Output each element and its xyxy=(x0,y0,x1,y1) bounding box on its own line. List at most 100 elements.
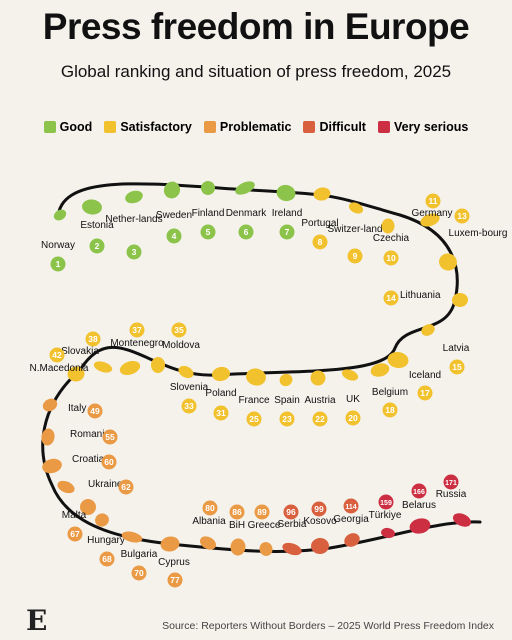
rank-number-serbia: 96 xyxy=(286,507,296,517)
rank-badge-uk xyxy=(345,410,361,426)
country-label-belarus: Belarus xyxy=(402,500,436,511)
rank-badge-nether-lands xyxy=(126,244,142,260)
rank-badge-estonia xyxy=(89,238,105,254)
rank-number-albania: 80 xyxy=(205,503,215,513)
country-shape-cyprus xyxy=(160,536,180,552)
country-label-france: France xyxy=(238,395,270,406)
country-shape-finland xyxy=(201,181,215,195)
country-shape-hungary xyxy=(95,513,109,527)
country-label-poland: Poland xyxy=(205,388,236,399)
country-shape-austria xyxy=(310,370,326,386)
rank-badge-slovenia xyxy=(181,398,197,414)
rank-number-poland: 31 xyxy=(216,408,226,418)
country-label-russia: Russia xyxy=(436,489,467,500)
rank-number-belarus: 166 xyxy=(413,489,425,496)
country-shape-iceland xyxy=(387,351,409,369)
country-label-t-rkiye: Türkiye xyxy=(369,510,402,521)
rank-number-austria: 22 xyxy=(315,414,325,424)
rank-badge-bih xyxy=(229,504,245,520)
country-label-belgium: Belgium xyxy=(372,387,408,398)
rank-badge-montenegro xyxy=(129,322,145,338)
country-label-estonia: Estonia xyxy=(80,220,114,231)
rank-number-russia: 171 xyxy=(445,480,457,487)
country-label-finland: Finland xyxy=(192,208,225,219)
rank-badge-norway xyxy=(50,256,66,272)
rank-number-sweden: 4 xyxy=(172,231,177,241)
country-label-ireland: Ireland xyxy=(272,208,303,219)
rank-badge-albania xyxy=(202,500,218,516)
country-shape-t-rkiye xyxy=(381,527,395,539)
rank-number-germany: 11 xyxy=(429,196,438,206)
rank-number-hungary: 68 xyxy=(102,554,112,564)
country-label-norway: Norway xyxy=(41,240,75,251)
country-shape-spain xyxy=(279,373,293,387)
country-label-greece: Greece xyxy=(248,520,281,531)
rank-badge-n-macedonia xyxy=(49,347,65,363)
rank-badge-ukraine xyxy=(118,479,134,495)
rank-badge-italy xyxy=(87,403,103,419)
rank-badge-belgium xyxy=(382,402,398,418)
legend-swatch-satisfactory xyxy=(104,121,117,133)
rank-badge-slovakia xyxy=(85,331,101,347)
rank-number-latvia: 15 xyxy=(452,362,462,372)
rank-number-luxem-bourg: 13 xyxy=(457,211,467,221)
rank-number-france: 25 xyxy=(249,414,259,424)
country-label-malta: Malta xyxy=(62,510,87,521)
legend: Good Satisfactory Problematic Difficult … xyxy=(0,120,512,134)
country-shape-romania xyxy=(41,428,55,446)
country-shape-belgium xyxy=(370,363,390,377)
country-shape-croatia xyxy=(42,458,62,474)
country-shape-switzer-land xyxy=(348,202,364,214)
country-label-latvia: Latvia xyxy=(443,343,470,354)
rank-badge-czechia xyxy=(383,250,399,266)
country-label-nether-lands: Nether-lands xyxy=(105,214,162,225)
country-label-lithuania: Lithuania xyxy=(400,290,441,301)
rank-number-italy: 49 xyxy=(90,406,100,416)
publisher-logo: E xyxy=(26,604,48,637)
rank-badge-georgia xyxy=(343,498,359,514)
rank-number-georgia: 114 xyxy=(345,504,356,511)
country-label-kosovo: Kosovo xyxy=(303,516,337,527)
rank-number-malta: 67 xyxy=(70,529,80,539)
rank-badge-germany xyxy=(425,193,441,209)
chart-title: Press freedom in Europe xyxy=(42,6,470,47)
rank-number-cyprus: 77 xyxy=(170,575,180,585)
country-shape-france xyxy=(246,368,266,386)
country-shape-ireland xyxy=(276,184,296,202)
country-shape-malta xyxy=(80,499,96,515)
source-note: Source: Reporters Without Borders – 2025… xyxy=(162,620,494,632)
country-shape-moldova xyxy=(150,357,166,373)
country-shape-russia xyxy=(452,513,472,527)
country-label-luxem-bourg: Luxem-bourg xyxy=(449,228,508,239)
rank-number-kosovo: 99 xyxy=(314,504,324,514)
country-shape-bih xyxy=(230,538,246,556)
country-label-romania: Romania xyxy=(70,429,110,440)
country-shape-denmark xyxy=(235,181,255,195)
legend-item-satisfactory: Satisfactory xyxy=(104,120,192,134)
country-label-slovakia: Slovakia xyxy=(61,346,99,357)
country-shape-estonia xyxy=(82,199,102,215)
legend-label-good: Good xyxy=(59,120,93,134)
country-shape-germany xyxy=(420,213,440,227)
country-shape-belarus xyxy=(409,518,431,534)
country-shape-portugal xyxy=(313,187,331,201)
country-shape-czechia xyxy=(381,218,395,234)
rank-badge-sweden xyxy=(166,228,182,244)
legend-swatch-very-serious xyxy=(377,121,390,133)
rank-badge-austria xyxy=(312,411,328,427)
country-shape-luxem-bourg xyxy=(439,253,457,271)
country-shape-georgia xyxy=(344,533,360,547)
country-shape-albania xyxy=(199,536,217,550)
country-label-uk: UK xyxy=(346,394,360,405)
rank-number-spain: 23 xyxy=(282,414,292,424)
country-label-slovenia: Slovenia xyxy=(170,382,209,393)
rank-badge-greece xyxy=(254,504,270,520)
rank-number-slovenia: 33 xyxy=(184,401,194,411)
country-shape-greece xyxy=(259,542,273,556)
legend-item-problematic: Problematic xyxy=(203,120,291,134)
rank-number-iceland: 17 xyxy=(420,388,430,398)
rank-badge-ireland xyxy=(279,224,295,240)
rank-badge-lithuania xyxy=(383,290,399,306)
legend-swatch-problematic xyxy=(203,121,216,133)
